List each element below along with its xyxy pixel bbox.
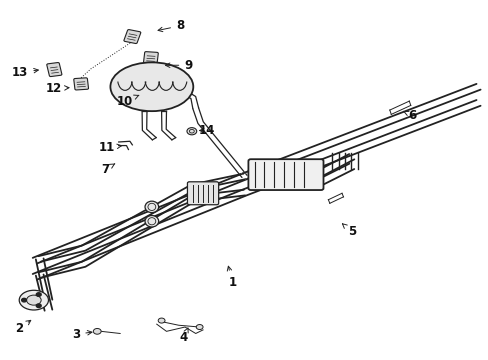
FancyBboxPatch shape: [248, 159, 323, 190]
Ellipse shape: [145, 216, 158, 227]
FancyBboxPatch shape: [143, 51, 158, 64]
Text: 4: 4: [179, 328, 188, 344]
Text: 10: 10: [117, 95, 139, 108]
Ellipse shape: [19, 290, 48, 310]
Text: 1: 1: [227, 266, 236, 289]
Circle shape: [93, 328, 101, 334]
FancyBboxPatch shape: [47, 63, 62, 77]
Text: 7: 7: [102, 163, 115, 176]
Circle shape: [196, 324, 203, 329]
Circle shape: [158, 318, 164, 323]
Text: 5: 5: [342, 224, 355, 238]
FancyBboxPatch shape: [74, 78, 88, 90]
Circle shape: [186, 128, 196, 135]
Text: 13: 13: [12, 66, 38, 79]
FancyBboxPatch shape: [123, 30, 141, 44]
Ellipse shape: [110, 62, 193, 111]
Circle shape: [21, 298, 26, 302]
Text: 6: 6: [403, 109, 416, 122]
Text: 9: 9: [165, 59, 192, 72]
Text: 14: 14: [198, 124, 214, 137]
Ellipse shape: [145, 201, 158, 213]
Text: 11: 11: [99, 141, 122, 154]
Ellipse shape: [26, 295, 41, 305]
Text: 12: 12: [45, 82, 69, 95]
Text: 3: 3: [72, 328, 92, 341]
FancyBboxPatch shape: [187, 182, 218, 205]
Circle shape: [36, 304, 41, 307]
Text: 8: 8: [158, 19, 184, 32]
Circle shape: [36, 293, 41, 296]
Text: 2: 2: [15, 320, 31, 335]
